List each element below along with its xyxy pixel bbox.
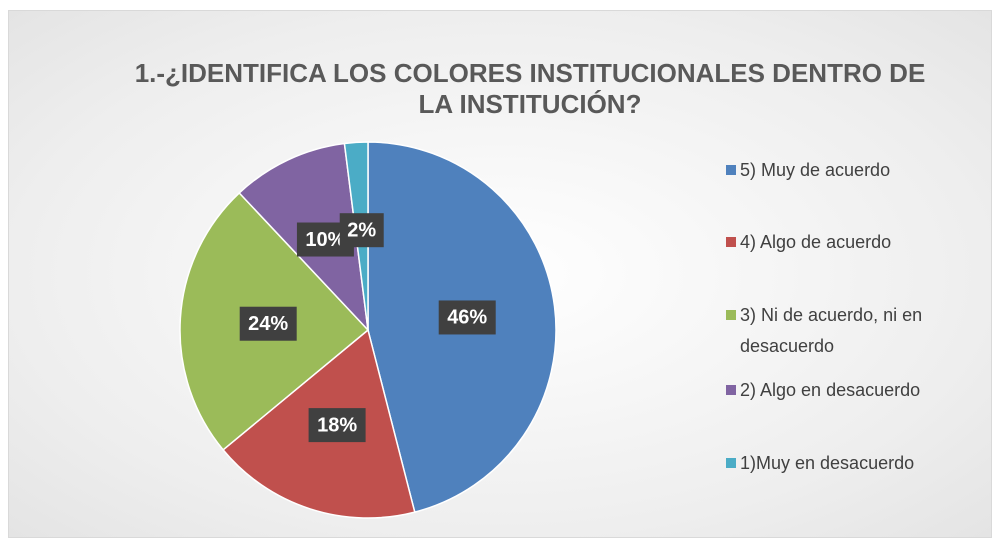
data-label: 2%: [347, 219, 376, 241]
data-label-box: [239, 306, 297, 341]
legend-item: 1)Muy en desacuerdo: [726, 448, 990, 479]
data-label: 46%: [447, 307, 487, 329]
legend-swatch: [726, 458, 736, 468]
data-label: 24%: [248, 313, 288, 335]
legend-swatch: [726, 237, 736, 247]
data-label-box: [438, 300, 496, 335]
legend-label: 5) Muy de acuerdo: [740, 160, 891, 180]
legend-swatch: [726, 385, 736, 395]
legend-swatch: [726, 310, 736, 320]
chart-title: 1.-¿IDENTIFICA LOS COLORES INSTITUCIONAL…: [134, 58, 926, 119]
legend-label: 3) Ni de acuerdo, ni en desacuerdo: [740, 305, 923, 356]
data-label-box: [308, 408, 366, 443]
legend-label: 1)Muy en desacuerdo: [740, 453, 915, 473]
data-label-box: [339, 213, 384, 248]
legend-item: 4) Algo de acuerdo: [726, 227, 990, 258]
legend-item: 2) Algo en desacuerdo: [726, 375, 990, 406]
legend-item: 3) Ni de acuerdo, ni en desacuerdo: [726, 300, 990, 362]
legend-label: 2) Algo en desacuerdo: [740, 380, 921, 400]
legend-label: 4) Algo de acuerdo: [740, 232, 892, 252]
legend-item: 5) Muy de acuerdo: [726, 155, 990, 186]
data-label: 10%: [305, 229, 345, 251]
data-label: 18%: [317, 414, 357, 436]
legend-swatch: [726, 165, 736, 175]
